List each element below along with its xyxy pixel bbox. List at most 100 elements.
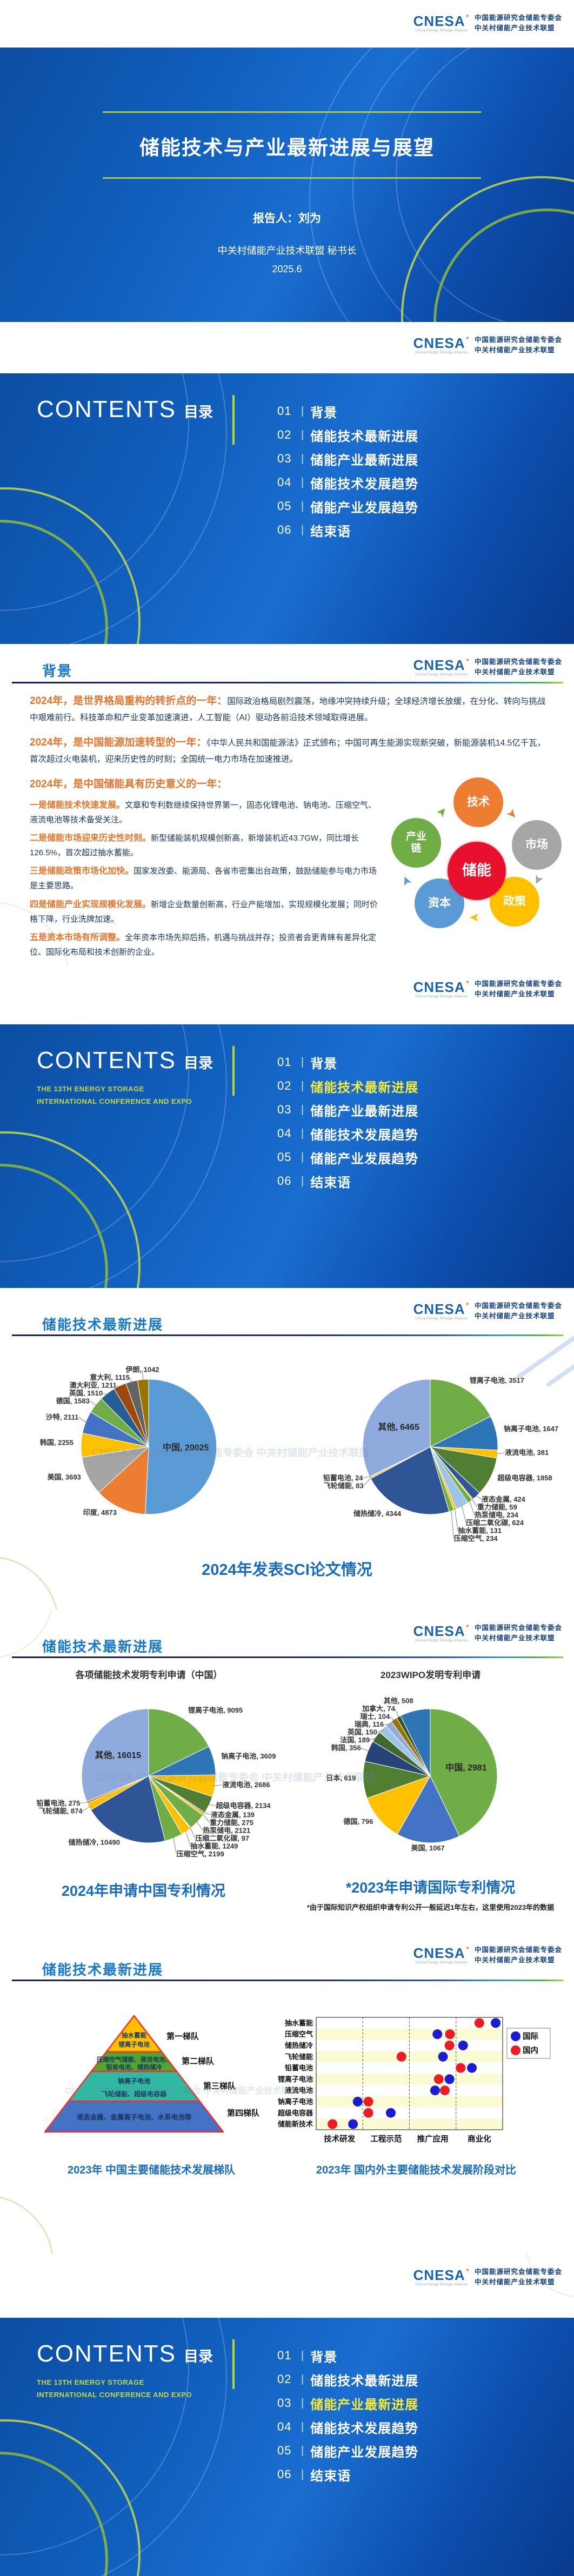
dot-国际 <box>444 2074 455 2084</box>
bullet-list: 一是储能技术快速发展。文章和专利数继续保持世界第一，固态化锂电池、钠电池、压缩空… <box>30 798 378 960</box>
pie-slice-储热储冷 <box>90 1775 166 1843</box>
speaker-org: 中关村储能产业技术联盟 秘书长 <box>217 245 357 256</box>
dot-国际 <box>458 2041 468 2050</box>
pie-label: 压缩空气, 234 <box>454 1534 498 1542</box>
contents-item-label: 结束语 <box>310 1175 351 1190</box>
pie-title: 2023WIPO发明专利申请 <box>380 1670 481 1680</box>
node-market: 市场 <box>512 820 562 870</box>
contents-divider <box>232 2339 235 2389</box>
contents-item: 03 | 储能产业最新进展 <box>277 2391 418 2415</box>
pie-label: 德国, 796 <box>343 1817 373 1826</box>
chart-caption: 2023年 中国主要储能技术发展梯队 <box>67 2164 236 2176</box>
bullet: 三是储能政策市场化加快。国家发改委、能源局、各省市密集出台政策，鼓励储能参与电力… <box>30 867 377 891</box>
section-title: 背景 <box>42 663 73 679</box>
pie-title: 各项储能技术发明专利申请（中国） <box>75 1670 223 1680</box>
contents-item: 04 | 储能技术发展趋势 <box>277 2415 418 2439</box>
speaker: 报告人：刘为 <box>253 212 321 225</box>
pie-label: 瑞典, 116 <box>355 1720 384 1728</box>
contents-blue-panel: CONTENTS 目录 THE 13TH ENERGY STORAGE INTERN… <box>0 1024 574 1288</box>
slide-contents-1: CNESA✦ China Energy Storage Alliance 中国能… <box>0 322 574 644</box>
contents-item: 05 | 储能产业发展趋势 <box>277 1145 418 1169</box>
contents-item-label: 储能产业发展趋势 <box>310 500 419 515</box>
background-text: 2024年，是世界格局重构的转折点的一年：国际政治格局剧烈震荡，地缘冲突持续升级… <box>30 692 546 963</box>
pie-label: 钠离子电池, 1647 <box>504 1425 558 1433</box>
contents-item-label: 储能技术最新进展 <box>310 1080 419 1095</box>
pie-label: 铅蓄电池, 275 <box>36 1799 80 1807</box>
cnesa-sub: China Energy Storage Alliance <box>415 28 468 32</box>
cnesa-logo: CNESA✦ China Energy Storage Alliance 中国能… <box>413 2266 562 2286</box>
chart-caption: 2023年 国内外主要储能技术发展阶段对比 <box>316 2164 517 2176</box>
x-axis-label: 工程示范 <box>370 2135 402 2144</box>
pie-label: 飞轮储能, 83 <box>324 1481 364 1490</box>
contents-blue-panel: CONTENTS 目录 THE 13TH ENERGY STORAGE INTERN… <box>0 2318 574 2576</box>
pie-slice-中国 <box>430 1708 498 1837</box>
conference-subtitle: THE 13TH ENERGY STORAGE INTERNATIONAL CON… <box>37 1085 192 1106</box>
pie-label: 美国, 1067 <box>411 1844 445 1852</box>
pie-label: 重力储能, 59 <box>477 1503 517 1511</box>
contents-item: 02 | 储能技术最新进展 <box>277 423 418 447</box>
pie-label: 液流电池, 2686 <box>222 1781 270 1789</box>
title-rule-top <box>103 111 481 113</box>
node-industry-chain: 产业链 <box>391 818 441 868</box>
pie-label: 抽水蓄能, 131 <box>458 1526 502 1534</box>
dot-国际 <box>430 2085 440 2096</box>
cnesa-logo: CNESA✦ China Energy Storage Alliance 中国能… <box>413 1622 562 1642</box>
pie-label: 热泵储电, 234 <box>475 1511 519 1519</box>
pie-label: 英国, 150 <box>347 1728 377 1736</box>
paragraph: 2024年，是世界格局重构的转折点的一年：国际政治格局剧烈震荡，地缘冲突持续升级… <box>30 695 546 723</box>
pie-label: 压缩二氧化碳, 97 <box>195 1834 249 1842</box>
contents-item-label: 储能产业最新进展 <box>310 2397 419 2412</box>
tier3-text: 飞轮储能、超级电容器 <box>102 2090 167 2098</box>
contents-item-label: 背景 <box>310 2350 338 2365</box>
bullet: 一是储能技术快速发展。文章和专利数继续保持世界第一，固态化锂电池、钠电池、压缩空… <box>30 800 377 824</box>
chart-footnote: *由于国际知识产权组织申请专利公开一般延迟1年左右，这里使用2023年的数据 <box>306 1903 555 1911</box>
dot-国内 <box>440 2085 450 2096</box>
conference-subtitle: THE 13TH ENERGY STORAGE INTERNATIONAL CON… <box>37 2378 192 2399</box>
tier3-text: 钠离子电池 <box>118 2077 150 2085</box>
cnesa-logo: CNESA✦ China Energy Storage Alliance 中国能… <box>413 978 562 998</box>
pie-label: 铅蓄电池, 24 <box>323 1474 363 1482</box>
pie-label: 澳大利亚, 1211 <box>69 1381 116 1389</box>
pie-slice-美国 <box>397 1775 460 1843</box>
node-energy-storage: 储能 <box>448 842 506 900</box>
cnesa-brand: CNESA <box>413 12 465 29</box>
dot-国际 <box>348 2119 358 2129</box>
pie-label: 德国, 1583 <box>56 1397 90 1405</box>
cnesa-star-icon: ✦ <box>465 1945 470 1951</box>
header-rule <box>12 1334 563 1336</box>
slide-patents: CNESA✦ China Energy Storage Alliance 中国能… <box>0 1610 574 1932</box>
section-title: 储能技术最新进展 <box>42 1317 164 1333</box>
pie-label: 锂离子电池, 3517 <box>470 1377 524 1385</box>
cnesa-logo: CNESA✦ China Energy Storage Alliance 中国能… <box>413 1300 562 1320</box>
contents-list: 01 | 背景 02 | 储能技术最新进展 03 | 储能产业最新进展 04 | 储能技术发展趋势 05… <box>277 399 418 542</box>
row-label: 压缩空气 <box>285 2030 313 2038</box>
contents-item: 02 | 储能技术最新进展 <box>277 1074 418 1098</box>
row-label: 抽水蓄能 <box>285 2019 313 2027</box>
pie-label: 韩国, 356 <box>331 1744 361 1752</box>
pie-label: 热泵储电, 2121 <box>203 1826 250 1834</box>
pie-label: 超级电容器, 2134 <box>216 1802 271 1810</box>
dot-国际 <box>491 2018 501 2028</box>
contents-item: 04 | 储能技术发展趋势 <box>277 471 418 494</box>
row-label: 储热储冷 <box>284 2042 313 2050</box>
bullet: 二是储能市场迎来历史性时刻。新型储能装机规模创新高，新增装机近43.7GW，同比… <box>30 834 359 858</box>
dot-国内 <box>456 2063 466 2073</box>
row-label: 超级电容器 <box>278 2109 313 2117</box>
contents-item: 03 | 储能产业最新进展 <box>277 447 418 471</box>
contents-item: 03 | 储能产业最新进展 <box>277 1098 418 1122</box>
row-label: 钠离子电池 <box>278 2098 313 2106</box>
tier1-label: 第一梯队 <box>166 2031 199 2041</box>
arrow-icon: ➤ <box>397 873 415 889</box>
section-title: 储能技术最新进展 <box>42 1962 164 1978</box>
pie-slice-储热储冷 <box>370 1446 450 1515</box>
pie-label: 锂离子电池, 9095 <box>188 1706 243 1714</box>
tier4-label: 第四梯队 <box>227 2108 260 2118</box>
slide-title: CNESA✦ China Energy Storage Alliance 中国能… <box>0 0 574 322</box>
contents-heading: CONTENTS <box>37 1047 176 1074</box>
pie-label: 压缩空气, 2199 <box>177 1850 224 1858</box>
row-label: 飞轮储能 <box>285 2052 313 2061</box>
pie-label: 储热储冷, 10490 <box>68 1838 120 1846</box>
contents-heading-cn: 目录 <box>184 404 213 420</box>
contents-list: 01 | 背景 02 | 储能技术最新进展 03 | 储能产业最新进展 04 | 储能技术发展趋势 05… <box>277 2344 418 2486</box>
pie-label: 液态金属, 139 <box>211 1810 255 1819</box>
